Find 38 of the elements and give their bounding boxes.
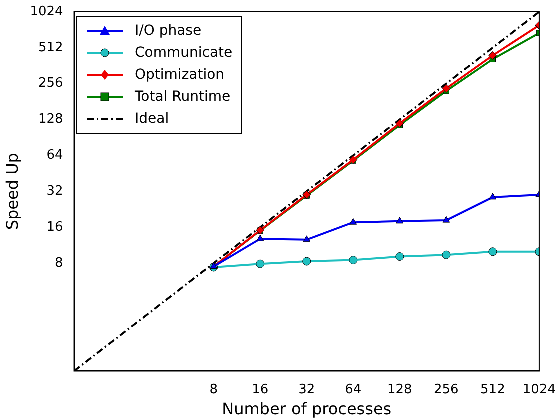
- point: [488, 51, 498, 60]
- point: [489, 193, 497, 200]
- y-tick-label: 128: [38, 112, 64, 128]
- point: [349, 256, 358, 265]
- x-tick-label: 8: [210, 382, 218, 398]
- y-tick-label: 1024: [30, 4, 64, 20]
- x-tick-label: 512: [480, 382, 506, 398]
- y-tick-label: 512: [38, 40, 64, 56]
- legend-label: Ideal: [135, 111, 170, 127]
- x-tick-label: 16: [252, 382, 269, 398]
- point: [488, 248, 498, 256]
- point: [442, 216, 450, 223]
- legend-label: I/O phase: [135, 23, 202, 39]
- legend-label: Total Runtime: [135, 89, 231, 105]
- point: [442, 250, 451, 260]
- point: [350, 218, 358, 225]
- legend-label: Communicate: [135, 45, 233, 61]
- point: [256, 260, 265, 268]
- x-tick-label: 64: [345, 382, 362, 398]
- point: [302, 257, 312, 266]
- y-tick-label: 32: [46, 184, 64, 199]
- x-tick-label: 256: [434, 382, 459, 398]
- point: [303, 236, 311, 242]
- y-tick-label: 64: [46, 148, 64, 164]
- point: [442, 84, 451, 93]
- x-tick-label: 32: [298, 382, 316, 398]
- y-tick-label: 8: [55, 256, 64, 271]
- x-tick-label: 128: [387, 382, 412, 398]
- x-tick-label: 1024: [522, 382, 556, 398]
- point: [256, 234, 264, 242]
- legend-label: Optimization: [135, 67, 225, 83]
- point: [396, 119, 404, 128]
- point: [396, 217, 404, 224]
- y-tick-label: 256: [38, 76, 64, 92]
- y-tick-label: 16: [46, 220, 64, 235]
- y-axis-title: Speed Up: [2, 153, 22, 230]
- x-axis-title: Number of processes: [222, 400, 392, 419]
- point: [396, 252, 404, 262]
